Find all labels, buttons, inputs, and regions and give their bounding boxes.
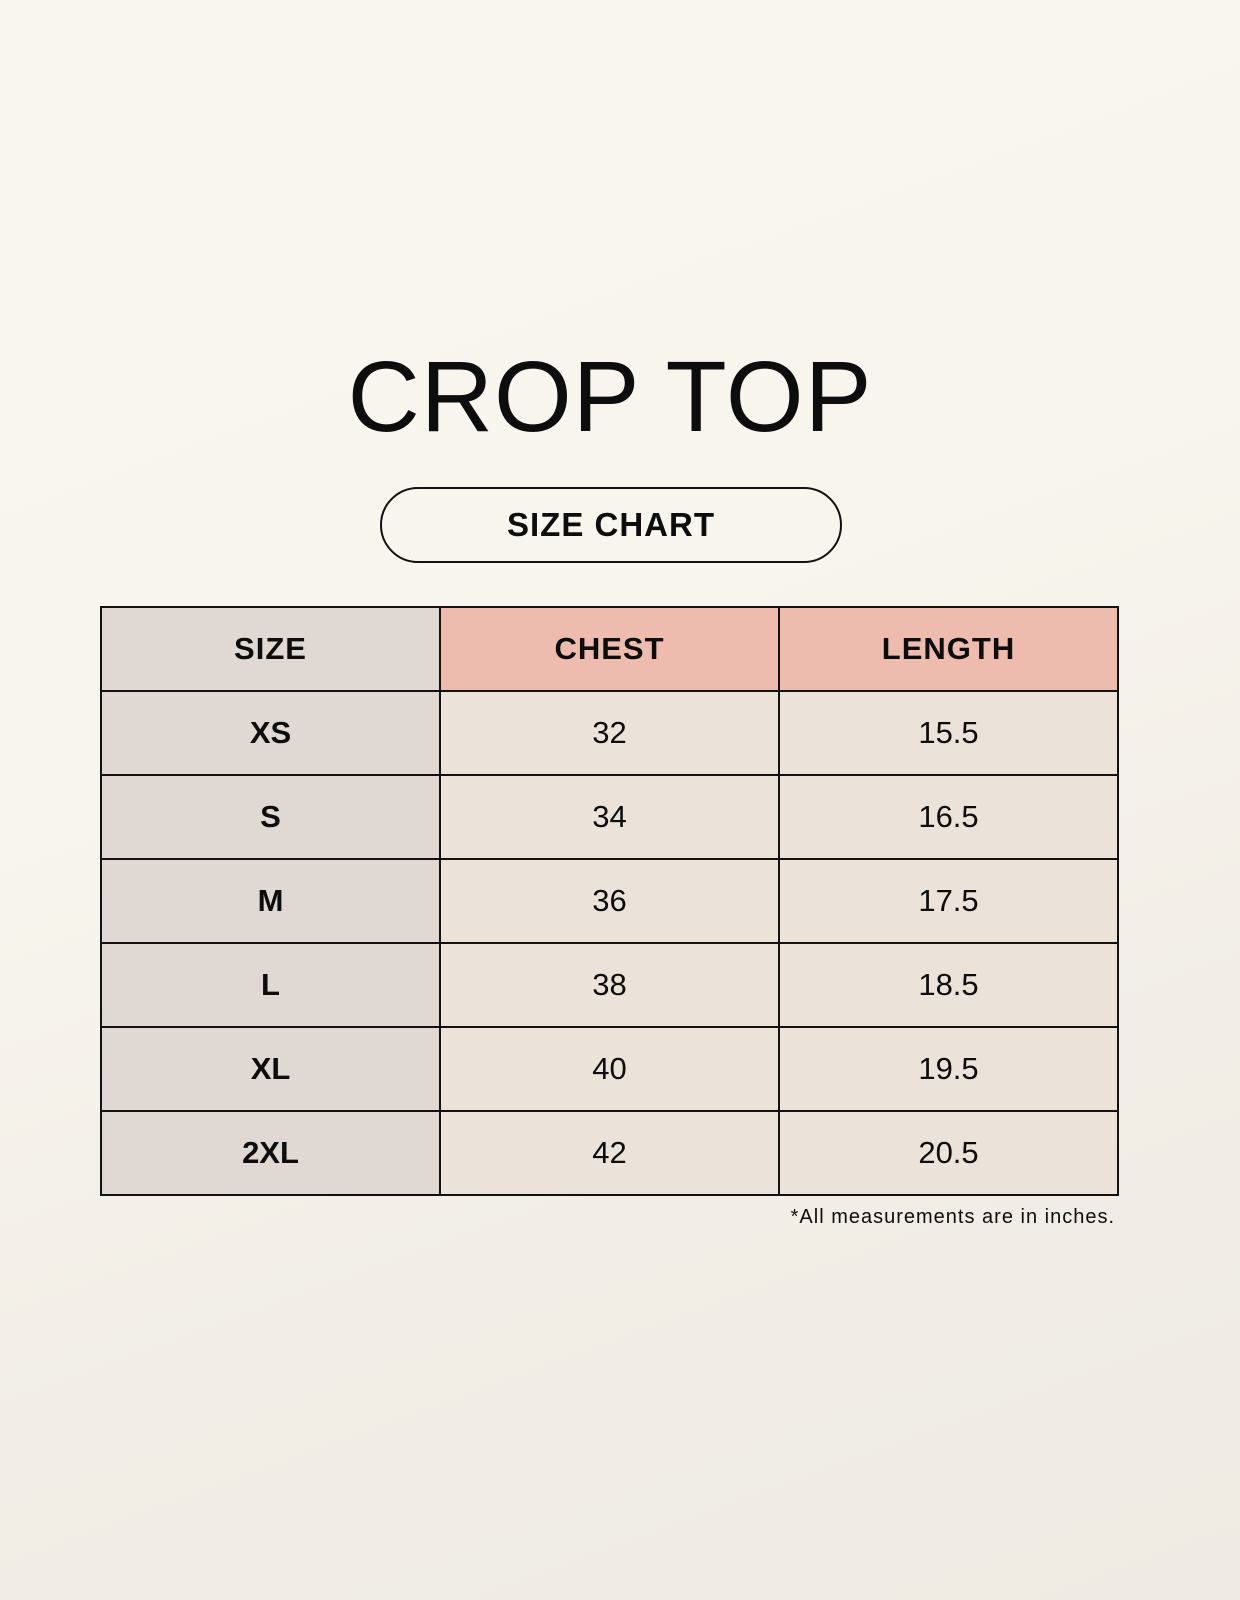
chest-cell: 34 bbox=[439, 774, 780, 860]
table-row: XL 40 19.5 bbox=[100, 1026, 1119, 1112]
chest-cell: 42 bbox=[439, 1110, 780, 1196]
chest-cell: 38 bbox=[439, 942, 780, 1028]
header-length: LENGTH bbox=[778, 606, 1119, 692]
page-title: CROP TOP bbox=[347, 341, 873, 453]
footnote: *All measurements are in inches. bbox=[790, 1206, 1115, 1228]
size-cell: S bbox=[100, 774, 441, 860]
size-cell: XL bbox=[100, 1026, 441, 1112]
chest-cell: 36 bbox=[439, 858, 780, 944]
size-cell: M bbox=[100, 858, 441, 944]
size-cell: XS bbox=[100, 690, 441, 776]
length-cell: 15.5 bbox=[778, 690, 1119, 776]
length-cell: 20.5 bbox=[778, 1110, 1119, 1196]
table-row: 2XL 42 20.5 bbox=[100, 1110, 1119, 1196]
table-row: M 36 17.5 bbox=[100, 858, 1119, 944]
header-chest: CHEST bbox=[439, 606, 780, 692]
length-cell: 17.5 bbox=[778, 858, 1119, 944]
chest-cell: 32 bbox=[439, 690, 780, 776]
size-chart-badge: SIZE CHART bbox=[380, 487, 842, 563]
size-table: SIZE CHEST LENGTH XS 32 15.5 S 34 16.5 M 36 17.5… bbox=[100, 606, 1119, 1196]
header-size: SIZE bbox=[100, 606, 441, 692]
length-cell: 16.5 bbox=[778, 774, 1119, 860]
length-cell: 19.5 bbox=[778, 1026, 1119, 1112]
table-row: S 34 16.5 bbox=[100, 774, 1119, 860]
size-cell: 2XL bbox=[100, 1110, 441, 1196]
size-cell: L bbox=[100, 942, 441, 1028]
table-row: XS 32 15.5 bbox=[100, 690, 1119, 776]
table-header-row: SIZE CHEST LENGTH bbox=[100, 606, 1119, 692]
table-row: L 38 18.5 bbox=[100, 942, 1119, 1028]
length-cell: 18.5 bbox=[778, 942, 1119, 1028]
chest-cell: 40 bbox=[439, 1026, 780, 1112]
